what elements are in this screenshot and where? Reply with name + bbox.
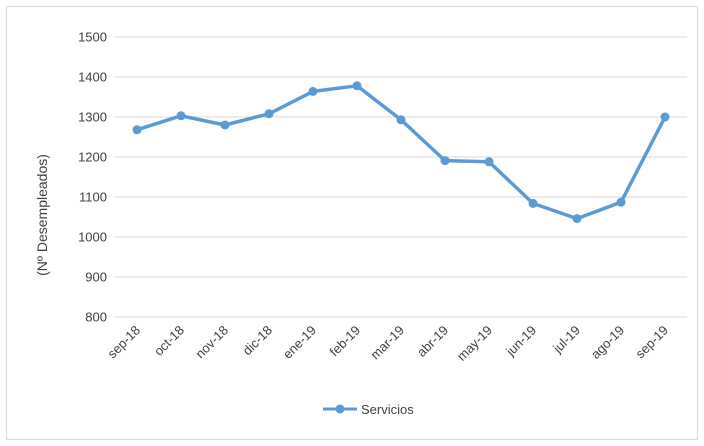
- x-tick-label: mar-19: [367, 323, 407, 363]
- data-point: [132, 125, 142, 135]
- data-point: [440, 156, 450, 166]
- x-axis-ticks: sep-18 oct-18 nov-18 dic-18 ene-19 feb-19 mar-…: [104, 323, 671, 364]
- data-point: [352, 81, 362, 91]
- x-tick-label: jun-19: [502, 323, 539, 360]
- data-point: [528, 198, 538, 208]
- y-tick-label: 800: [85, 310, 107, 325]
- x-tick-label: dic-18: [239, 323, 275, 359]
- y-tick-label: 1300: [78, 110, 107, 125]
- series-layer: [132, 81, 670, 224]
- data-point: [308, 86, 318, 96]
- legend: Servicios: [323, 402, 414, 417]
- legend-dot-marker: [335, 404, 345, 414]
- data-point: [220, 120, 230, 130]
- data-point: [396, 115, 406, 125]
- y-axis-label: (Nº Desempleados): [34, 154, 50, 276]
- x-tick-label: sep-19: [632, 323, 671, 362]
- y-axis-ticks: 800 900 1000 1100 1200 1300 1400 1500: [78, 30, 107, 325]
- x-tick-label: may-19: [454, 323, 495, 364]
- y-tick-label: 1500: [78, 30, 107, 45]
- data-point: [264, 109, 274, 119]
- chart-frame: 800 900 1000 1100 1200 1300 1400 1500 sep-18 oct…: [6, 6, 698, 440]
- x-tick-label: nov-18: [192, 323, 231, 362]
- y-tick-label: 1200: [78, 150, 107, 165]
- x-tick-label: abr-19: [414, 323, 451, 360]
- line-chart: 800 900 1000 1100 1200 1300 1400 1500 sep-18 oct…: [34, 30, 687, 417]
- x-tick-label: feb-19: [326, 323, 363, 360]
- x-tick-label: jul-19: [549, 323, 583, 357]
- x-tick-label: ene-19: [280, 323, 319, 362]
- gridlines: [115, 36, 687, 318]
- data-point: [660, 112, 670, 122]
- y-tick-label: 900: [85, 270, 107, 285]
- data-point: [616, 197, 626, 207]
- y-tick-label: 1100: [79, 190, 107, 205]
- x-tick-label: oct-18: [151, 323, 187, 359]
- data-point: [176, 111, 186, 121]
- data-point: [484, 157, 494, 167]
- y-tick-label: 1000: [78, 230, 107, 245]
- x-tick-label: ago-19: [588, 323, 627, 362]
- x-tick-label: sep-18: [104, 323, 143, 362]
- series-line-servicios: [136, 84, 667, 221]
- data-point: [572, 214, 582, 224]
- legend-label: Servicios: [361, 402, 414, 417]
- y-tick-label: 1400: [78, 70, 107, 85]
